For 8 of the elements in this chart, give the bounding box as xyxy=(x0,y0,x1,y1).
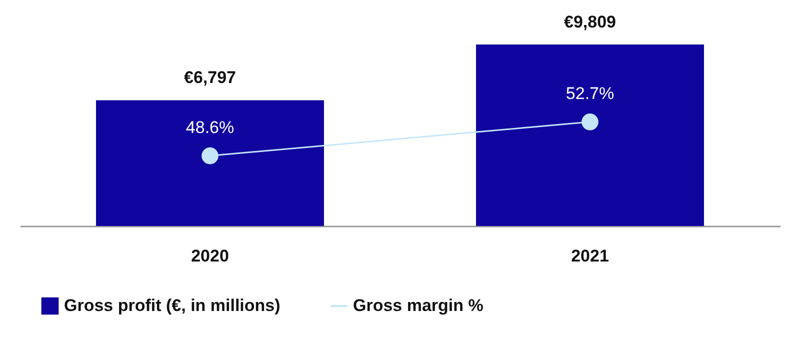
legend-label: Gross margin % xyxy=(353,296,484,315)
x-tick-label: 2020 xyxy=(191,246,229,266)
legend-label: Gross profit (€, in millions) xyxy=(64,296,280,315)
data-label: €6,797 xyxy=(184,68,236,88)
data-label: 52.7% xyxy=(566,84,614,103)
x-tick-label: 2021 xyxy=(571,246,609,266)
data-label: 48.6% xyxy=(186,118,234,137)
data-label: €9,809 xyxy=(564,12,616,32)
